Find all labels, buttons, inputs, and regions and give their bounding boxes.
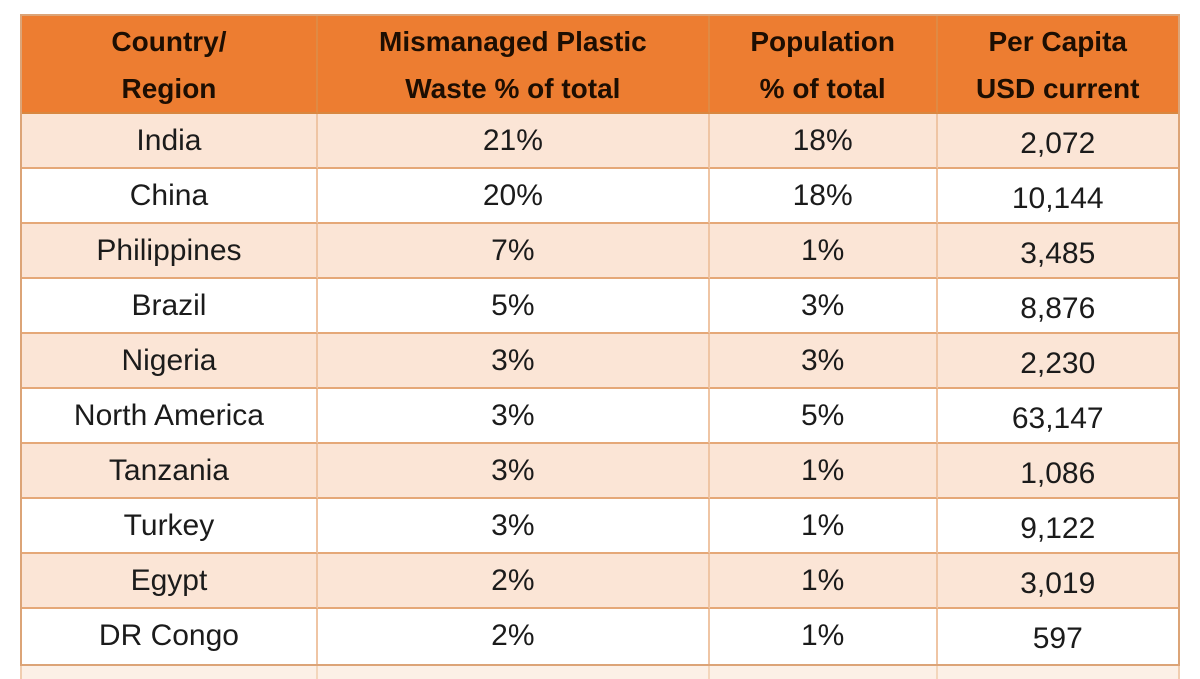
cell-population: 1% <box>709 224 938 279</box>
cell-per-capita: 2,230 <box>937 334 1178 389</box>
cell-per-capita: 3,485 <box>937 224 1178 279</box>
header-cell-per-capita: Per Capita USD current <box>937 16 1178 114</box>
cell-country: DR Congo <box>22 609 318 664</box>
table-row-nigeria: Nigeria 3% 3% 2,230 <box>22 334 1178 389</box>
cutoff-cell <box>710 666 938 679</box>
header-country-line2: Region <box>121 73 217 104</box>
cell-per-capita: 8,876 <box>937 279 1178 334</box>
cell-waste: 3% <box>317 444 710 499</box>
cell-per-capita: 63,147 <box>937 389 1178 444</box>
header-cell-population: Population % of total <box>709 16 938 114</box>
cell-waste: 2% <box>317 554 710 609</box>
table-row-egypt: Egypt 2% 1% 3,019 <box>22 554 1178 609</box>
cell-country: North America <box>22 389 318 444</box>
cell-per-capita: 1,086 <box>937 444 1178 499</box>
cell-population: 3% <box>709 279 938 334</box>
cell-waste: 3% <box>317 334 710 389</box>
cell-per-capita: 10,144 <box>937 169 1178 224</box>
cutoff-cell <box>22 666 318 679</box>
cell-population: 1% <box>709 609 938 664</box>
cell-waste: 3% <box>317 389 710 444</box>
header-waste-line2: Waste % of total <box>405 73 621 104</box>
cutoff-cell <box>318 666 710 679</box>
cell-country: India <box>22 114 318 169</box>
header-percapita-line2: USD current <box>976 73 1140 104</box>
cutoff-cell <box>938 666 1178 679</box>
cell-per-capita: 3,019 <box>937 554 1178 609</box>
cell-per-capita: 9,122 <box>937 499 1178 554</box>
cell-waste: 3% <box>317 499 710 554</box>
cell-per-capita: 2,072 <box>937 114 1178 169</box>
table-row-tanzania: Tanzania 3% 1% 1,086 <box>22 444 1178 499</box>
cell-waste: 21% <box>317 114 710 169</box>
table-row-turkey: Turkey 3% 1% 9,122 <box>22 499 1178 554</box>
header-country-line1: Country/ <box>111 26 227 57</box>
table-row-brazil: Brazil 5% 3% 8,876 <box>22 279 1178 334</box>
cell-country: China <box>22 169 318 224</box>
cell-population: 1% <box>709 554 938 609</box>
cell-population: 1% <box>709 499 938 554</box>
header-population-line2: % of total <box>759 73 886 104</box>
cell-waste: 5% <box>317 279 710 334</box>
table-row-india: India 21% 18% 2,072 <box>22 114 1178 169</box>
cell-population: 5% <box>709 389 938 444</box>
cell-population: 18% <box>709 114 938 169</box>
table-row-dr-congo: DR Congo 2% 1% 597 <box>22 609 1178 664</box>
cell-country: Nigeria <box>22 334 318 389</box>
table-row-philippines: Philippines 7% 1% 3,485 <box>22 224 1178 279</box>
table-row-china: China 20% 18% 10,144 <box>22 169 1178 224</box>
header-cell-country: Country/ Region <box>22 16 318 114</box>
cell-country: Egypt <box>22 554 318 609</box>
cell-country: Brazil <box>22 279 318 334</box>
cell-country: Turkey <box>22 499 318 554</box>
cell-population: 1% <box>709 444 938 499</box>
cell-waste: 7% <box>317 224 710 279</box>
header-cell-mismanaged-waste: Mismanaged Plastic Waste % of total <box>317 16 710 114</box>
plastic-waste-table: Country/ Region Mismanaged Plastic Waste… <box>20 14 1180 666</box>
cell-population: 3% <box>709 334 938 389</box>
cutoff-next-row-strip <box>20 666 1180 679</box>
cell-country: Tanzania <box>22 444 318 499</box>
header-percapita-line1: Per Capita <box>988 26 1127 57</box>
cell-waste: 20% <box>317 169 710 224</box>
cell-per-capita: 597 <box>937 609 1178 664</box>
table-row-north-america: North America 3% 5% 63,147 <box>22 389 1178 444</box>
cell-population: 18% <box>709 169 938 224</box>
header-population-line1: Population <box>750 26 895 57</box>
table-header-row: Country/ Region Mismanaged Plastic Waste… <box>22 16 1178 114</box>
cell-waste: 2% <box>317 609 710 664</box>
cell-country: Philippines <box>22 224 318 279</box>
header-waste-line1: Mismanaged Plastic <box>379 26 647 57</box>
